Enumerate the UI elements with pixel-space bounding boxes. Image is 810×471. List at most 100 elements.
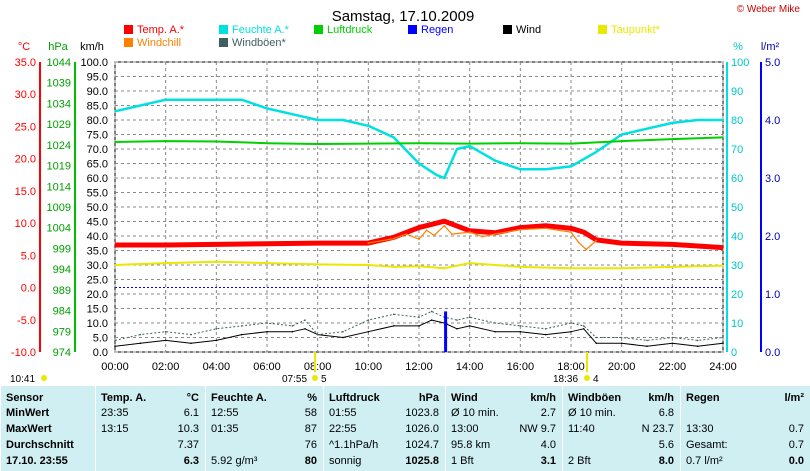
cell-note: Ø 10 min. xyxy=(451,407,499,419)
data-point xyxy=(582,328,585,330)
wind-axis-tick-label: 80.0 xyxy=(87,115,108,127)
cell-note: 13:15 xyxy=(101,423,129,435)
data-point xyxy=(164,330,167,333)
data-point xyxy=(494,159,496,162)
data-point xyxy=(190,333,192,336)
column-title: Sensor xyxy=(6,392,44,404)
sunrise-marker-label: 07:55 xyxy=(282,374,307,385)
x-tick-label: 08:00 xyxy=(304,361,332,373)
series-line-1 xyxy=(114,98,723,180)
temp-axis-tick-label: -10.0 xyxy=(11,347,36,359)
data-point xyxy=(304,328,306,330)
x-tick-label: 22:00 xyxy=(659,361,687,373)
cell-value: 1023.8 xyxy=(405,407,439,419)
data-point xyxy=(443,220,446,222)
cell-value: 8.0 xyxy=(658,455,674,467)
data-point xyxy=(367,142,370,145)
pressure-axis-tick-label: 999 xyxy=(53,243,71,255)
cell-note: Gesamt: xyxy=(686,439,728,451)
legend-swatch xyxy=(598,25,607,34)
data-point xyxy=(316,333,319,336)
data-point xyxy=(494,231,496,234)
legend-label: Windchill xyxy=(137,37,181,49)
humidity-axis-tick-label: 100 xyxy=(731,57,749,69)
pressure-axis-tick-label: 1029 xyxy=(47,119,71,131)
data-point xyxy=(418,162,420,165)
data-point xyxy=(164,262,167,264)
humidity-axis-tick-label: 70 xyxy=(731,144,743,156)
humidity-axis-tick-label: 0 xyxy=(731,347,737,359)
data-point xyxy=(435,174,438,176)
data-point xyxy=(595,342,598,345)
x-tick-label: 10:00 xyxy=(355,361,383,373)
legend-swatch xyxy=(219,25,228,34)
data-point xyxy=(620,342,623,345)
data-point xyxy=(570,227,572,230)
statistics-table: Sensor Temp. A. °C Feuchte A.% Luftdruck hPa W… xyxy=(0,386,810,471)
chart-title: Samstag, 17.10.2009 xyxy=(332,8,475,25)
column-title: Regen xyxy=(686,392,720,404)
cell-value: 6.3 xyxy=(183,455,199,467)
humidity-axis-tick-label: 40 xyxy=(731,231,743,243)
data-point xyxy=(266,242,268,245)
cell-value: 58 xyxy=(304,407,317,419)
column-unit: km/h xyxy=(530,392,556,404)
temp-unit-label: °C xyxy=(18,41,30,53)
data-point xyxy=(570,330,572,333)
data-point xyxy=(544,168,547,171)
x-tick-label: 04:00 xyxy=(203,361,231,373)
x-tick-label: 12:00 xyxy=(405,361,433,373)
cell-note: 22:55 xyxy=(329,423,357,435)
data-point xyxy=(392,313,395,316)
data-point xyxy=(519,142,522,144)
legend-swatch xyxy=(124,25,133,34)
data-point xyxy=(418,238,420,241)
data-point xyxy=(544,328,547,330)
table-column xyxy=(323,386,446,471)
data-point xyxy=(367,264,370,266)
data-point xyxy=(392,325,395,327)
data-point xyxy=(164,140,167,142)
legend-label: Feuchte A.* xyxy=(232,24,290,36)
data-point xyxy=(582,231,585,233)
wind-axis-tick-label: 70.0 xyxy=(87,144,108,156)
data-point xyxy=(367,330,370,333)
data-point xyxy=(671,342,674,345)
legend-swatch xyxy=(408,25,417,34)
sun-icon xyxy=(41,375,47,381)
data-point xyxy=(451,233,453,235)
table-column xyxy=(205,386,324,471)
data-point xyxy=(519,325,522,327)
data-point xyxy=(544,224,547,227)
temp-axis-tick-label: 5.0 xyxy=(21,250,36,262)
cell-value: 2.7 xyxy=(540,407,556,419)
row-label: MaxWert xyxy=(6,423,52,435)
column-title: Temp. A. xyxy=(101,392,147,404)
data-point xyxy=(139,333,142,336)
data-point xyxy=(215,328,218,330)
sun-icon xyxy=(312,375,318,381)
cell-note: 95.8 km xyxy=(451,439,491,451)
data-point xyxy=(266,330,268,333)
temp-axis-tick-label: 0.0 xyxy=(21,283,36,295)
table-column xyxy=(680,386,810,471)
data-point xyxy=(367,319,370,321)
data-point xyxy=(696,345,699,348)
data-point xyxy=(114,264,116,266)
column-unit: hPa xyxy=(418,392,439,404)
data-point xyxy=(304,319,306,321)
data-point xyxy=(577,241,580,244)
wind-axis-tick-label: 20.0 xyxy=(87,289,108,301)
data-point xyxy=(405,233,408,235)
cell-value: 1024.7 xyxy=(405,439,439,451)
data-point xyxy=(671,266,674,268)
data-point xyxy=(671,336,674,339)
column-unit: km/h xyxy=(648,392,674,404)
data-point xyxy=(544,227,547,230)
data-point xyxy=(430,310,433,313)
data-point xyxy=(215,98,218,101)
legend-label: Luftdruck xyxy=(327,24,373,36)
wind-axis-tick-label: 60.0 xyxy=(87,173,108,185)
data-point xyxy=(342,336,344,339)
humidity-axis-tick-label: 30 xyxy=(731,260,743,272)
